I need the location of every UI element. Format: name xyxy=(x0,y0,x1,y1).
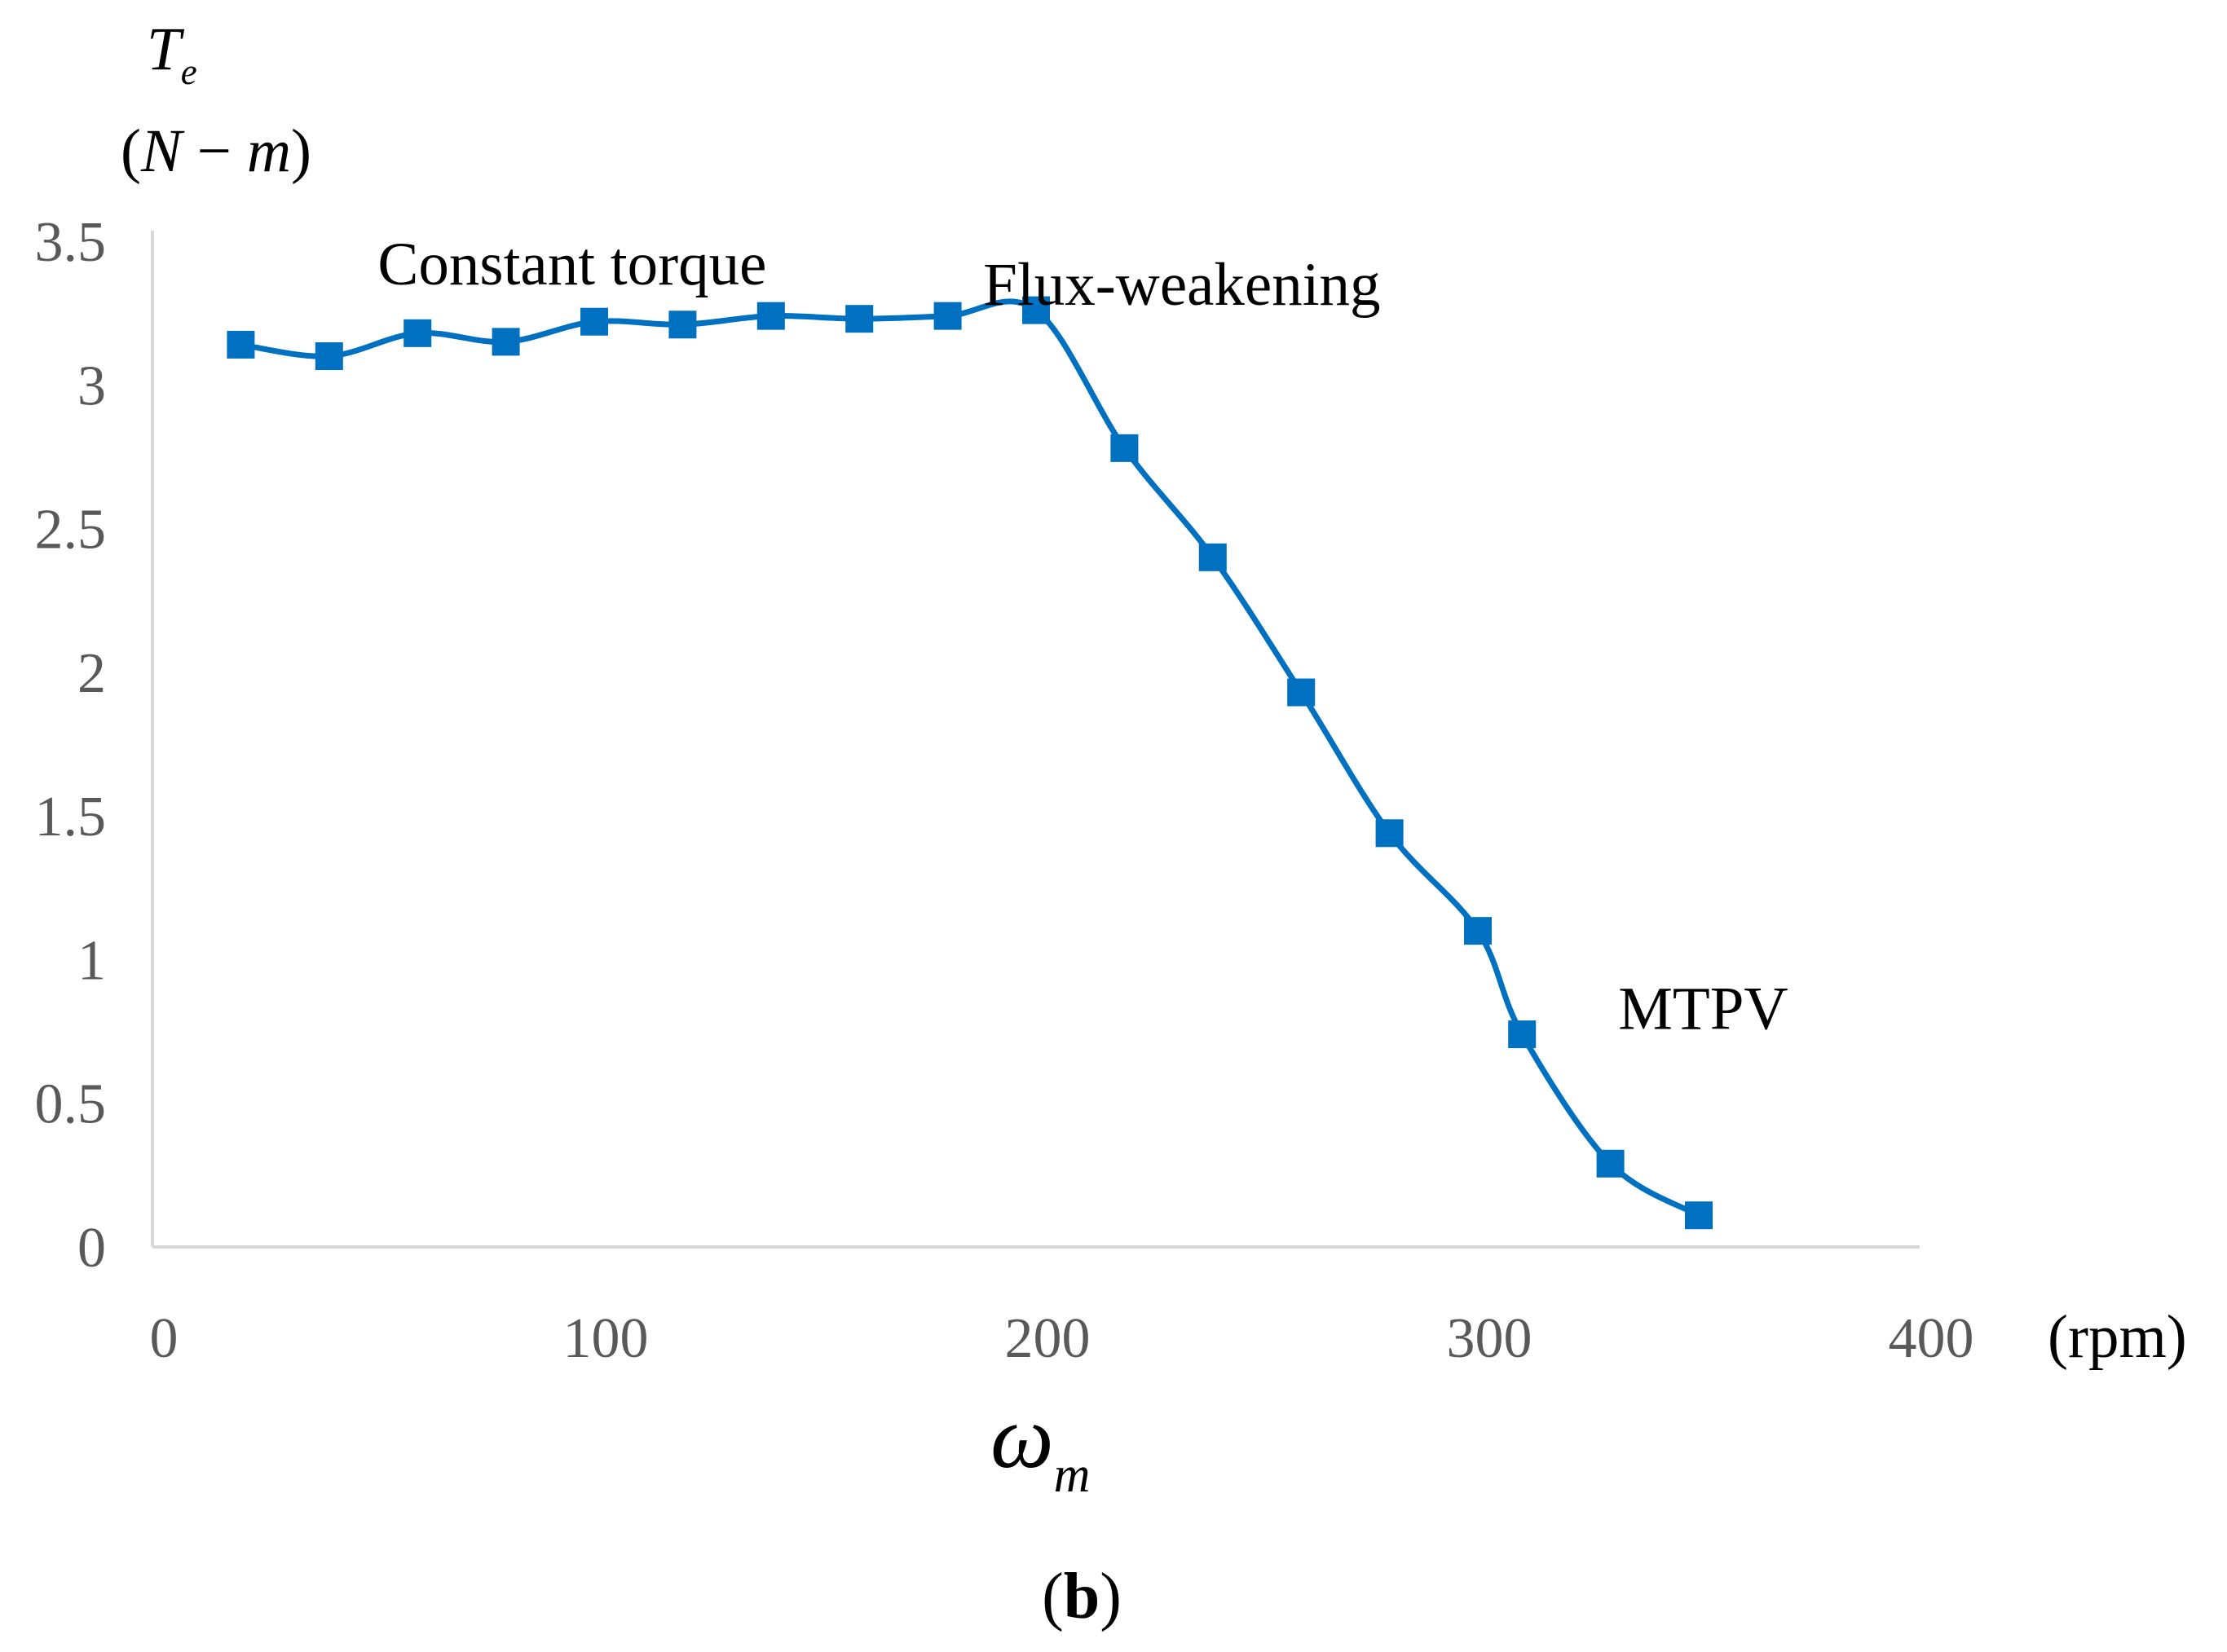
data-point-marker xyxy=(227,330,255,359)
x-tick-labels: 0 100 200 300 400 xyxy=(150,1307,1974,1370)
data-point-marker xyxy=(1287,678,1316,707)
x-axis-unit: (rpm) xyxy=(2048,1303,2187,1371)
panel-label: (b) xyxy=(1042,1561,1122,1632)
data-point-marker xyxy=(492,328,520,356)
data-point-marker xyxy=(845,305,874,333)
data-point-marker xyxy=(315,342,343,371)
region-annotation: Flux-weakening xyxy=(983,251,1380,319)
series-markers xyxy=(227,296,1713,1230)
y-tick-label: 3.5 xyxy=(35,211,107,274)
x-tick-label: 200 xyxy=(1005,1307,1091,1370)
y-axis-label-symbol: Te xyxy=(147,15,197,92)
region-annotation: Constant torque xyxy=(377,231,766,298)
y-axis-label-unit: (N − m) xyxy=(121,117,311,185)
y-tick-label: 2.5 xyxy=(35,499,107,562)
x-axis-label-subscript: m xyxy=(1054,1447,1091,1503)
series-line-te xyxy=(237,298,1702,1218)
data-point-marker xyxy=(933,302,962,330)
data-point-marker xyxy=(1022,296,1050,324)
data-point-marker xyxy=(1464,917,1492,945)
y-tick-label: 3 xyxy=(77,355,106,417)
y-tick-label: 0.5 xyxy=(35,1073,107,1136)
y-tick-labels: 0 0.5 1 1.5 2 2.5 3 3.5 xyxy=(35,211,107,1280)
y-tick-label: 0 xyxy=(77,1217,106,1280)
region-annotation: MTPV xyxy=(1618,975,1788,1042)
x-axis-label: ωm xyxy=(990,1387,1090,1503)
data-point-marker xyxy=(404,319,432,347)
data-point-marker xyxy=(1596,1149,1625,1178)
y-tick-label: 1.5 xyxy=(35,786,107,848)
y-tick-label: 2 xyxy=(77,642,106,705)
x-tick-label: 300 xyxy=(1447,1307,1532,1370)
data-point-marker xyxy=(1508,1020,1537,1049)
y-tick-label: 1 xyxy=(77,929,106,992)
data-point-marker xyxy=(1375,819,1404,848)
y-axis-label-subscript: e xyxy=(181,51,197,92)
data-point-marker xyxy=(1198,543,1227,571)
data-point-marker xyxy=(1110,434,1139,462)
annotations: Constant torque Flux-weakening MTPV xyxy=(377,231,1788,1042)
x-tick-label: 100 xyxy=(563,1307,649,1370)
data-point-marker xyxy=(1685,1201,1713,1230)
data-point-marker xyxy=(580,307,608,336)
data-point-marker xyxy=(756,302,785,330)
x-tick-label: 0 xyxy=(150,1307,179,1370)
data-point-marker xyxy=(668,311,697,339)
x-tick-label: 400 xyxy=(1889,1307,1974,1370)
